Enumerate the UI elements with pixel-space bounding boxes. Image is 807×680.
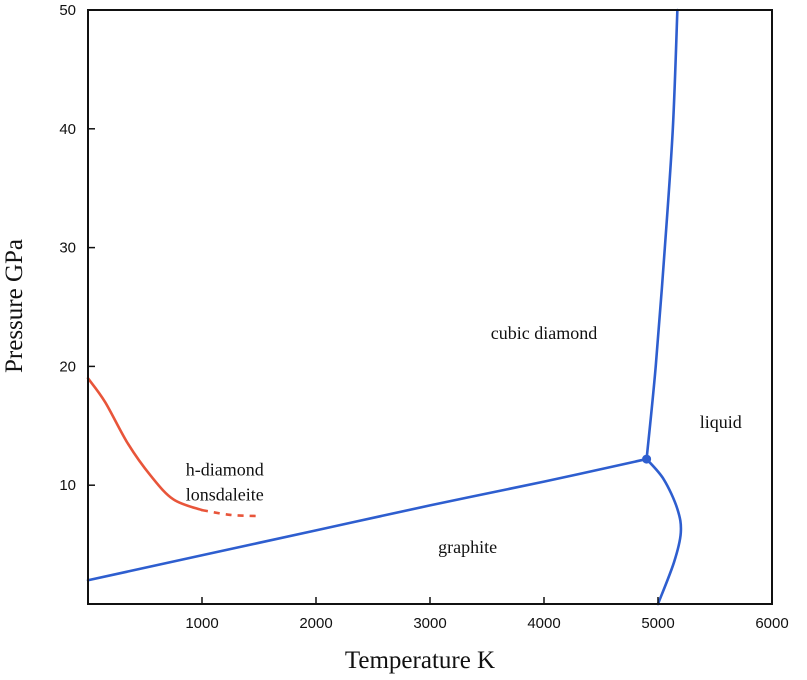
region-label-liquid: liquid <box>700 412 742 432</box>
curve-h-diamond-boundary <box>86 376 204 512</box>
x-tick-label: 5000 <box>641 615 674 632</box>
x-tick-label: 3000 <box>413 615 446 632</box>
region-label-h-diamond: h-diamond <box>186 460 264 480</box>
marker-triple-point <box>642 454 652 464</box>
x-tick-label: 6000 <box>755 615 788 632</box>
region-label-graphite: graphite <box>438 537 497 557</box>
curve-graphite-melting <box>645 457 683 606</box>
y-axis-title: Pressure GPa <box>1 239 28 373</box>
region-labels: cubic diamond liquid h-diamond lonsdaleite g… <box>186 323 742 557</box>
y-tick-label: 30 <box>59 240 76 257</box>
x-tick-label: 2000 <box>299 615 332 632</box>
plot-frame <box>87 9 773 605</box>
x-tick-label: 4000 <box>527 615 560 632</box>
tick-labels: 1000 2000 3000 4000 5000 6000 10 20 30 40 50 <box>59 2 788 632</box>
phase-boundaries <box>86 8 683 606</box>
y-tick-label: 20 <box>59 358 76 375</box>
y-tick-label: 10 <box>59 477 76 494</box>
y-tick-label: 50 <box>59 2 76 19</box>
region-label-cubic-diamond: cubic diamond <box>491 323 597 343</box>
y-tick-label: 40 <box>59 121 76 138</box>
axis-ticks <box>88 9 773 604</box>
curve-h-diamond-boundary-extension <box>201 508 260 518</box>
curve-diamond-melting <box>645 8 679 461</box>
region-label-lonsdaleite: lonsdaleite <box>186 485 264 505</box>
x-axis-title: Temperature K <box>345 647 495 674</box>
markers <box>642 454 652 464</box>
x-tick-label: 1000 <box>185 615 218 632</box>
curve-graphite-diamond <box>86 457 648 582</box>
